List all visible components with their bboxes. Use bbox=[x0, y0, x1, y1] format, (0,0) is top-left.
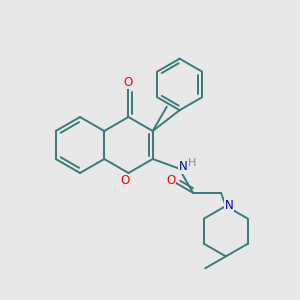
Text: O: O bbox=[124, 76, 133, 88]
Text: H: H bbox=[188, 158, 196, 168]
Text: N: N bbox=[179, 160, 188, 173]
Text: O: O bbox=[121, 175, 130, 188]
Text: O: O bbox=[167, 173, 176, 187]
Text: N: N bbox=[224, 200, 233, 212]
